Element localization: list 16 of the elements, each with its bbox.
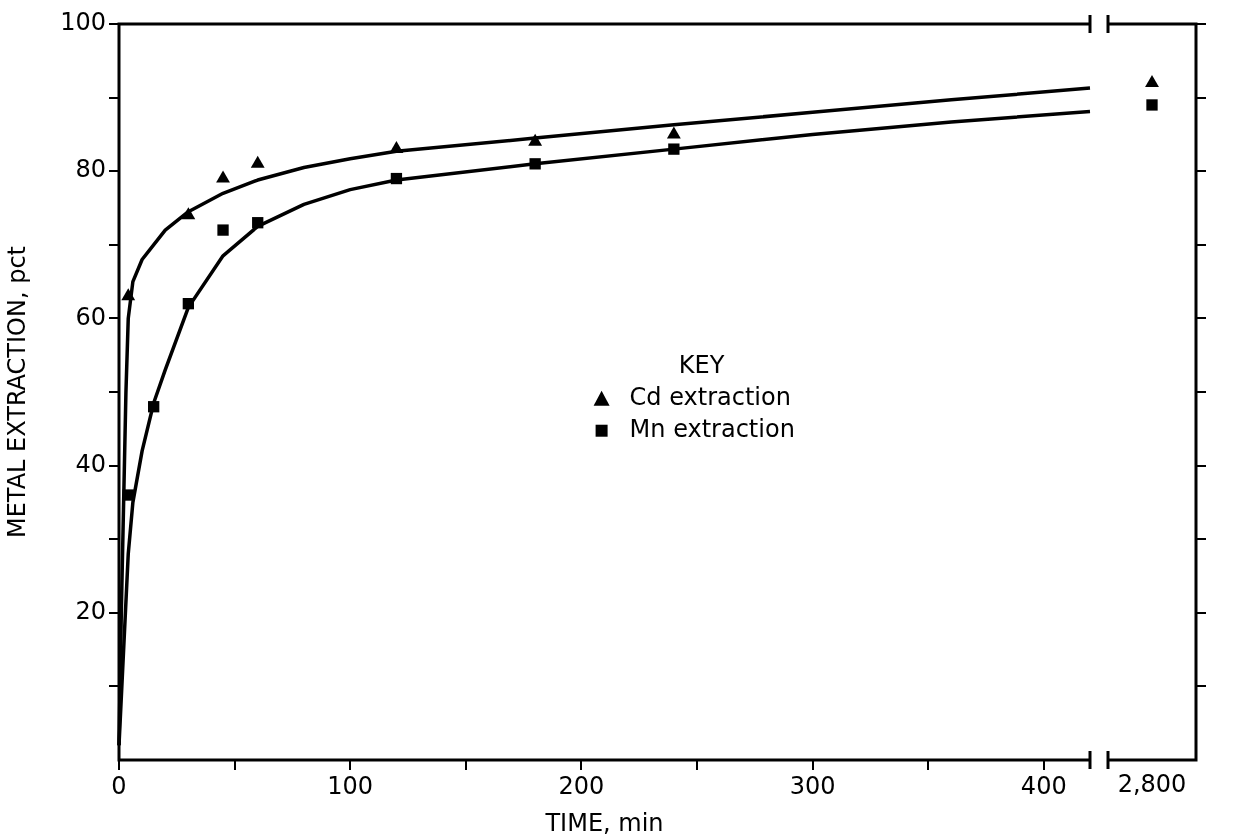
y-tick-label: 40 bbox=[75, 449, 106, 478]
x-tick-label: 200 bbox=[558, 771, 605, 800]
y-tick-label: 20 bbox=[75, 597, 106, 626]
y-tick-label: 60 bbox=[75, 302, 106, 331]
y-axis-title: METAL EXTRACTION, pct bbox=[2, 245, 31, 539]
y-tick-label: 80 bbox=[75, 155, 106, 184]
x-tick-label: 400 bbox=[1020, 771, 1067, 800]
x-tick-label: 0 bbox=[111, 771, 127, 800]
x-tick-label: 300 bbox=[789, 771, 836, 800]
legend-title: KEY bbox=[678, 350, 725, 379]
legend-label: Cd extraction bbox=[629, 382, 791, 411]
legend-label: Mn extraction bbox=[629, 414, 795, 443]
x-axis-title: TIME, min bbox=[544, 808, 664, 837]
x-tick-label: 2,800 bbox=[1117, 769, 1187, 798]
y-tick-label: 100 bbox=[60, 8, 106, 37]
x-tick-label: 100 bbox=[327, 771, 374, 800]
